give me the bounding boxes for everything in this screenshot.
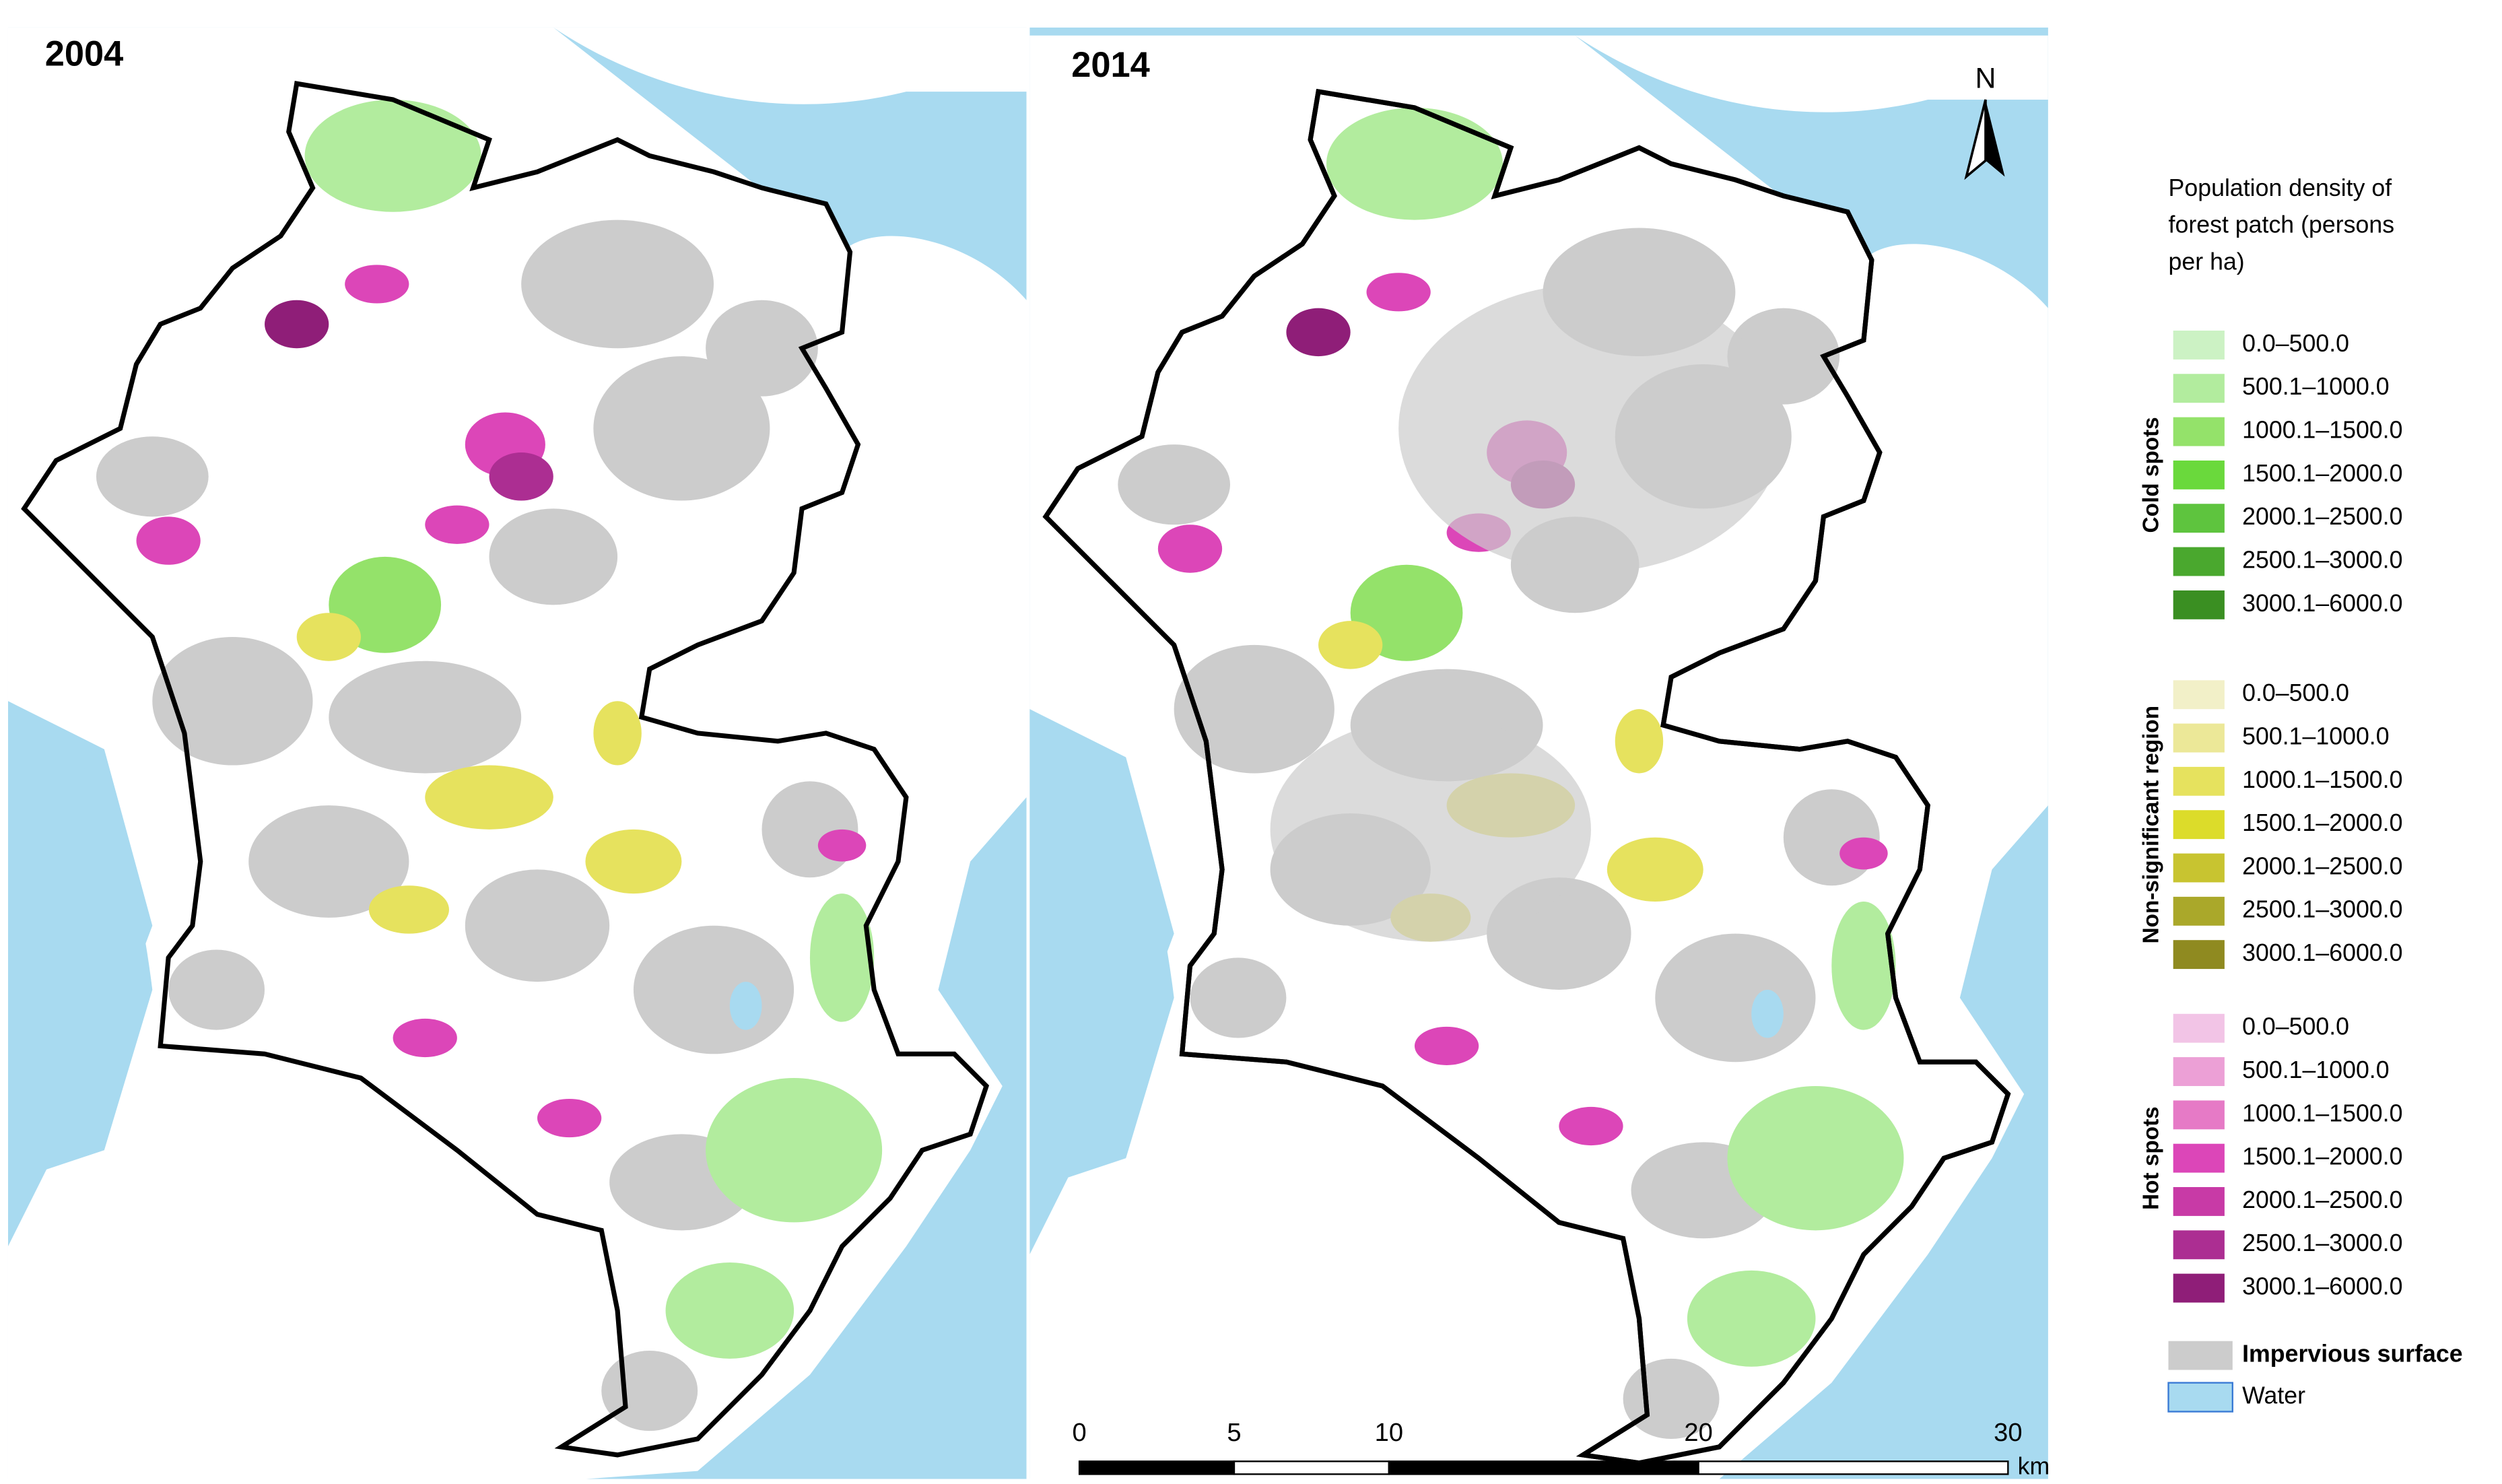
legend-label: 500.1–1000.0 (2242, 722, 2390, 749)
scale-label: 10 (1375, 1419, 1403, 1447)
legend-swatch (2173, 374, 2225, 403)
legend-swatch (2173, 460, 2225, 490)
scale-label: 5 (1227, 1419, 1241, 1447)
legend: Population density of forest patch (perso… (2139, 174, 2463, 1413)
legend-label: 0.0–500.0 (2242, 330, 2349, 357)
legend-label: 1000.1–1500.0 (2242, 417, 2402, 444)
legend-swatch (2173, 810, 2225, 840)
scale-bar: 0 5 10 20 30 km (1073, 1419, 2050, 1479)
legend-label: 2000.1–2500.0 (2242, 852, 2402, 879)
legend-swatch (2167, 1382, 2234, 1413)
legend-swatch (2168, 1341, 2233, 1370)
panel-title: 2004 (45, 35, 124, 74)
scale-segment (1078, 1460, 1236, 1475)
legend-swatch (2173, 504, 2225, 533)
legend-label: 3000.1–6000.0 (2242, 939, 2402, 966)
legend-swatch (2173, 723, 2225, 753)
legend-title: forest patch (persons (2169, 211, 2395, 238)
legend-label: 3000.1–6000.0 (2242, 590, 2402, 617)
legend-swatch (2173, 940, 2225, 970)
legend-swatch (2173, 1143, 2225, 1173)
scale-label: 0 (1073, 1419, 1087, 1447)
scale-label: 30 (1994, 1419, 2022, 1447)
scale-segment (1697, 1460, 2009, 1475)
legend-swatch (2173, 853, 2225, 883)
legend-swatch (2173, 766, 2225, 796)
legend-label: 2500.1–3000.0 (2242, 896, 2402, 923)
legend-swatch (2173, 1013, 2225, 1043)
legend-label: 2000.1–2500.0 (2242, 503, 2402, 530)
legend-swatch (2173, 1187, 2225, 1216)
north-label: N (1975, 63, 1996, 95)
scale-segment (1388, 1460, 1699, 1475)
legend-swatch (2173, 590, 2225, 619)
map-2014 (1029, 27, 2048, 1484)
legend-swatch (2173, 1100, 2225, 1130)
legend-swatch (2173, 896, 2225, 926)
legend-label: 2000.1–2500.0 (2242, 1186, 2402, 1213)
legend-swatch (2173, 1230, 2225, 1260)
group-label: Hot spots (2139, 1106, 2164, 1210)
scale-label: 20 (1684, 1419, 1712, 1447)
legend-swatch (2173, 417, 2225, 446)
legend-label: 1500.1–2000.0 (2242, 809, 2402, 836)
legend-label: 1000.1–1500.0 (2242, 1100, 2402, 1126)
legend-label: 1500.1–2000.0 (2242, 460, 2402, 487)
legend-title: Population density of (2169, 174, 2392, 201)
scale-segment (1233, 1460, 1390, 1475)
legend-label: Water (2242, 1382, 2305, 1409)
legend-label: 2500.1–3000.0 (2242, 546, 2402, 573)
legend-label: 1000.1–1500.0 (2242, 766, 2402, 793)
legend-label: 0.0–500.0 (2242, 679, 2349, 706)
legend-label: 500.1–1000.0 (2242, 373, 2390, 400)
legend-label: 0.0–500.0 (2242, 1013, 2349, 1040)
group-label: Cold spots (2139, 417, 2164, 533)
group-label: Non-significant region (2139, 706, 2164, 944)
legend-label: 3000.1–6000.0 (2242, 1273, 2402, 1300)
legend-swatch (2173, 1273, 2225, 1303)
legend-label: 500.1–1000.0 (2242, 1056, 2390, 1083)
legend-swatch (2173, 1057, 2225, 1086)
map-2004 (7, 28, 1027, 1479)
scale-unit: km (2018, 1452, 2050, 1479)
panel-title: 2014 (1071, 46, 1150, 85)
legend-swatch (2173, 331, 2225, 360)
legend-label: 2500.1–3000.0 (2242, 1229, 2402, 1256)
legend-swatch (2173, 680, 2225, 710)
legend-title: per ha) (2169, 248, 2245, 275)
legend-swatch (2173, 547, 2225, 576)
legend-label: 1500.1–2000.0 (2242, 1143, 2402, 1170)
legend-label: Impervious surface (2242, 1341, 2463, 1368)
